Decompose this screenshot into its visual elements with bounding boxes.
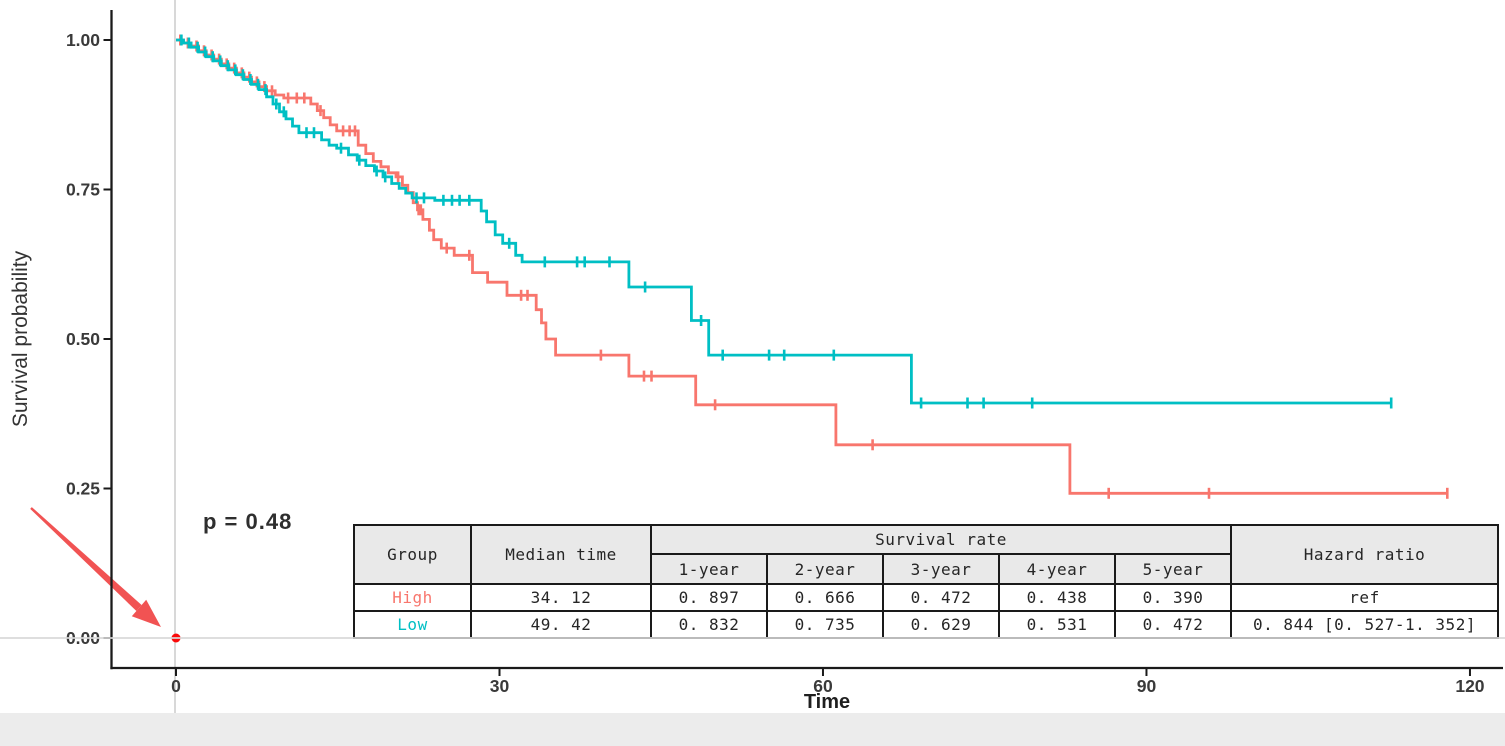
rate-4y-high: 0. 438 xyxy=(998,583,1116,612)
x-tick-label: 90 xyxy=(1137,676,1157,696)
y-tick-label: 0.25 xyxy=(66,479,100,499)
col-header-group: Group xyxy=(353,524,472,585)
censor-marks-low xyxy=(180,34,1393,409)
table-row-high: High 34. 12 0. 897 0. 666 0. 472 0. 438 … xyxy=(353,583,1499,612)
median-cell-low: 49. 42 xyxy=(470,610,652,639)
y-tick-label: 1.00 xyxy=(66,30,100,50)
origin-dot xyxy=(171,633,181,643)
survival-curve-low xyxy=(176,38,1392,405)
col-header-median-time: Median time xyxy=(470,524,652,585)
x-tick-label: 0 xyxy=(171,676,181,696)
km-table: Group Median time Survival rate Hazard r… xyxy=(353,524,1499,639)
rate-5y-high: 0. 390 xyxy=(1114,583,1232,612)
y-tick-label: 0.00 xyxy=(66,628,100,648)
group-cell-high: High xyxy=(353,583,472,612)
rate-5y-low: 0. 472 xyxy=(1114,610,1232,639)
col-header-2-year: 2-year xyxy=(766,553,884,585)
censor-marks-high xyxy=(179,34,1449,499)
rate-1y-high: 0. 897 xyxy=(650,583,768,612)
hazard-cell-low: 0. 844 [0. 527-1. 352] xyxy=(1230,610,1499,639)
x-axis-title: Time xyxy=(804,691,850,713)
table-row-low: Low 49. 42 0. 832 0. 735 0. 629 0. 531 0… xyxy=(353,610,1499,639)
col-header-survival-rate: Survival rate xyxy=(650,524,1232,555)
bottom-gray-bar xyxy=(0,713,1505,746)
rate-4y-low: 0. 531 xyxy=(998,610,1116,639)
col-header-1-year: 1-year xyxy=(650,553,768,585)
x-tick-label: 30 xyxy=(490,676,510,696)
p-value-label: p = 0.48 xyxy=(203,509,292,534)
survival-summary-table: Group Median time Survival rate Hazard r… xyxy=(353,524,1499,639)
km-table-header: Group Median time Survival rate Hazard r… xyxy=(353,524,1499,585)
median-cell-high: 34. 12 xyxy=(470,583,652,612)
y-tick-label: 0.50 xyxy=(66,329,100,349)
annotation-arrow xyxy=(30,507,161,627)
x-axis-ticks: 0 30 60 90 120 xyxy=(171,668,1485,696)
survival-curve-high xyxy=(176,38,1448,495)
group-cell-low: Low xyxy=(353,610,472,639)
rate-1y-low: 0. 832 xyxy=(650,610,768,639)
y-axis-title: Survival probability xyxy=(9,250,32,427)
rate-2y-high: 0. 666 xyxy=(766,583,884,612)
col-header-hazard-ratio: Hazard ratio xyxy=(1230,524,1499,585)
rate-3y-low: 0. 629 xyxy=(882,610,1000,639)
x-tick-label: 60 xyxy=(813,676,833,696)
rate-2y-low: 0. 735 xyxy=(766,610,884,639)
col-header-3-year: 3-year xyxy=(882,553,1000,585)
rate-3y-high: 0. 472 xyxy=(882,583,1000,612)
hazard-cell-high: ref xyxy=(1230,583,1499,612)
x-tick-label: 120 xyxy=(1455,676,1484,696)
y-axis-ticks: 1.00 0.75 0.50 0.25 0.00 xyxy=(66,30,112,648)
col-header-4-year: 4-year xyxy=(998,553,1116,585)
col-header-5-year: 5-year xyxy=(1114,553,1232,585)
y-tick-label: 0.75 xyxy=(66,180,100,200)
